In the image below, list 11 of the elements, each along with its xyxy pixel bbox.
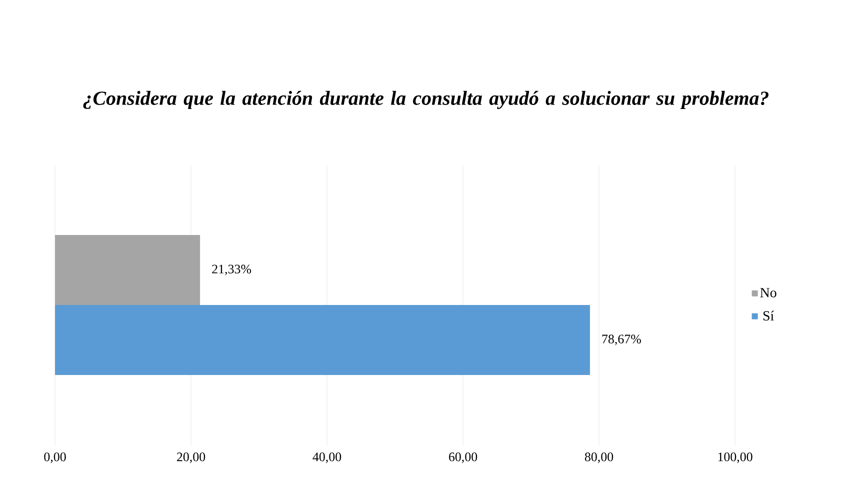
legend-label: Sí [763,310,774,321]
x-tick-label: 40,00 [312,452,342,464]
x-tick-label: 100,00 [718,452,752,464]
x-tick-label: 20,00 [177,452,206,464]
x-tick-label: 60,00 [449,452,478,464]
x-tick-label: 0,00 [44,452,66,464]
data-label: 78,67% [602,334,641,346]
data-label: 21,33% [212,264,252,276]
legend-label: No [760,288,776,298]
x-tick-label: 80,00 [584,452,614,464]
chart-title: ¿Considera que la atención durante la consulta ayudó a solucionar su problema? [83,90,768,110]
